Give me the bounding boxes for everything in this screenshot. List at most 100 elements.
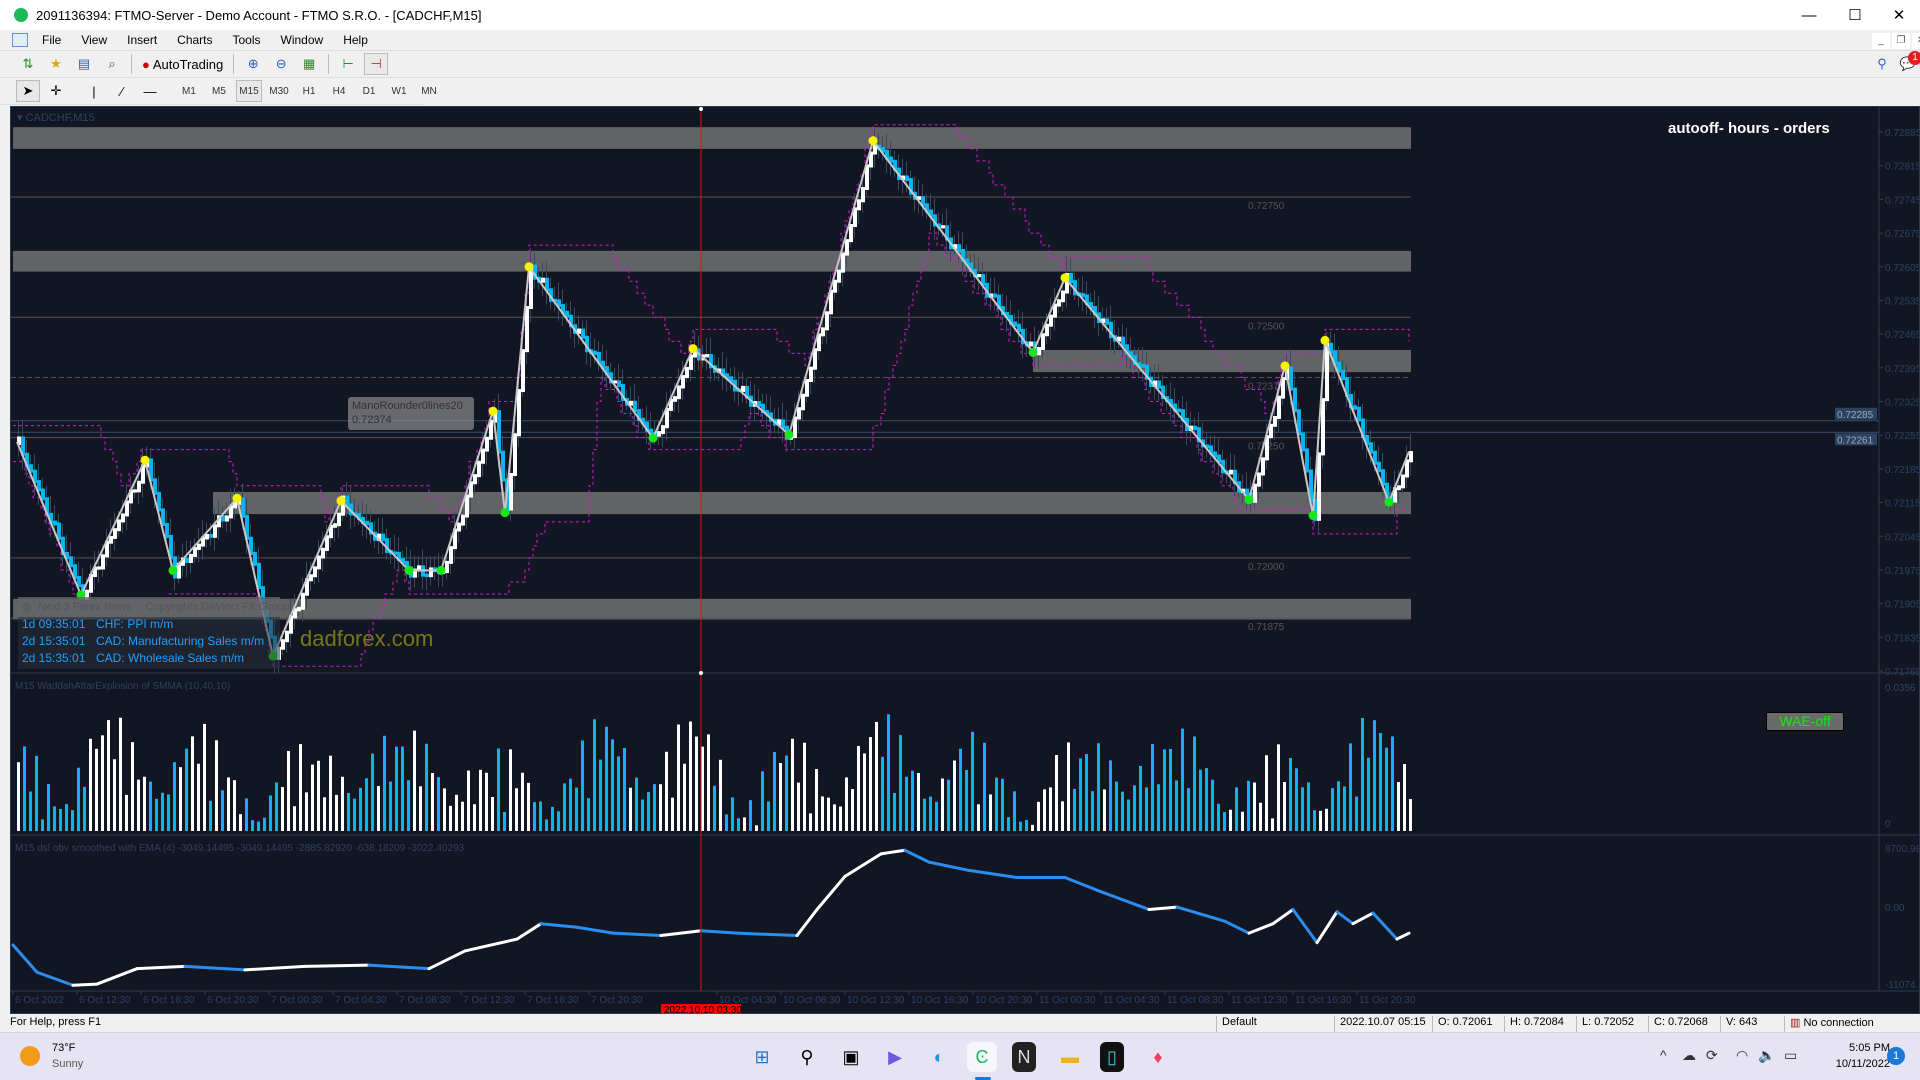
horizontal-line-icon[interactable]: — [143,83,157,99]
timeframe-m1[interactable]: M1 [182,85,196,97]
candle [645,421,649,432]
connection-status[interactable]: ▥ No connection [1784,1016,1920,1032]
menu-help[interactable]: Help [343,33,368,47]
tray-overflow-icon[interactable]: ^ [1660,1047,1667,1063]
maximize-button[interactable]: ☐ [1848,7,1862,24]
trendline-icon[interactable]: ⁄ [120,83,124,99]
timeframe-w1[interactable]: W1 [391,85,407,97]
timeframe-d1[interactable]: D1 [362,85,376,97]
search-icon[interactable]: ⚲ [1877,56,1887,71]
wae-bar [959,748,962,831]
zoom-out-icon[interactable]: ⊖ [275,56,287,71]
wae-toggle-button[interactable]: WAE-off [1766,712,1844,731]
navigator-icon[interactable]: ▤ [77,56,91,71]
chart-canvas[interactable]: 0.727500.725000.723750.722500.720000.718… [11,107,1920,1015]
candle [97,566,101,570]
divider [131,54,132,74]
time-axis-label: 7 Oct 12:30 [463,995,515,1006]
candle [725,373,729,380]
timeframe-m15[interactable]: M15 [236,80,262,102]
search-taskbar-icon[interactable]: ⚲ [800,1046,814,1067]
wifi-icon[interactable]: ◠ [1736,1047,1749,1063]
new-order-icon[interactable]: ⇅ [22,56,34,71]
timeframe-h1[interactable]: H1 [302,85,316,97]
close-button[interactable]: ✕ [1892,7,1906,24]
wae-bar [191,736,194,831]
edge-browser-icon[interactable]: ◐ [933,1046,945,1067]
profile-status[interactable]: Default [1216,1016,1334,1032]
clock-date[interactable]: 10/11/2022 [1835,1058,1890,1070]
divider [328,54,330,74]
menu-insert[interactable]: Insert [127,33,158,47]
candle [501,450,505,482]
tinder-icon[interactable]: ♦ [1153,1046,1163,1067]
autotrading-button[interactable]: ● AutoTrading [139,53,226,75]
volume-icon[interactable]: 🔈 [1758,1047,1776,1063]
autoscroll-icon[interactable]: ⊣ [364,53,389,75]
battery-icon[interactable]: ▭ [1784,1047,1798,1063]
menu-tools[interactable]: Tools [232,33,261,47]
tile-windows-icon[interactable]: ▦ [303,56,316,71]
strategy-tester-icon[interactable]: ⌕ [108,56,116,71]
weather-sun-icon[interactable] [20,1046,40,1066]
obv-line-segment [843,852,883,878]
timeframe-m5[interactable]: M5 [212,85,226,97]
candle [609,372,613,384]
wae-bar [263,817,266,831]
task-view-icon[interactable]: ▣ [842,1046,860,1067]
wae-bar [911,770,914,831]
wae-bar [611,739,614,831]
candle [1041,333,1045,351]
mdi-close-button[interactable]: ✕ [1912,33,1920,49]
chart-shift-icon[interactable]: ⊢ [342,56,354,71]
favorites-icon[interactable]: ★ [50,56,62,71]
teams-chat-icon[interactable]: ▶ [888,1046,902,1067]
candle [685,366,689,379]
menu-charts[interactable]: Charts [177,33,213,47]
notion-icon[interactable]: N [1012,1042,1036,1072]
menu-bar: File View Insert Charts Tools Window Hel… [0,30,1920,51]
wae-bar [791,738,794,831]
crosshair-tool-icon[interactable]: ✛ [50,83,62,98]
weather-condition[interactable]: Sunny [52,1058,84,1070]
file-explorer-icon[interactable]: ▬ [1061,1046,1079,1067]
chart-window-icon[interactable] [12,33,28,47]
start-button-icon[interactable]: ⊞ [754,1046,770,1067]
wae-bar [701,746,704,831]
candle [777,419,781,426]
menu-window[interactable]: Window [280,33,324,47]
clock-time[interactable]: 5:05 PM [1849,1042,1890,1054]
notification-center-badge[interactable]: 1 [1887,1047,1905,1065]
sync-icon[interactable]: ⟳ [1706,1047,1718,1063]
mano-rounder-label: ManoRounder0lines20 0.72374 [348,397,474,430]
chart-window[interactable]: 0.727500.725000.723750.722500.720000.718… [10,106,1920,1015]
candle [917,196,921,200]
wae-bar [443,788,446,831]
timeframe-h4[interactable]: H4 [332,85,346,97]
timeframe-mn[interactable]: MN [421,85,437,97]
menu-view[interactable]: View [81,33,108,47]
mdi-restore-button[interactable]: ❐ [1892,33,1910,49]
messages-icon[interactable]: 💬 1 [1896,51,1920,75]
time-axis-label: 10 Oct 08:30 [783,995,841,1006]
candle [253,551,257,566]
app-icon[interactable]: ▯ [1100,1042,1124,1072]
candle [861,186,865,203]
timeframe-m30[interactable]: M30 [269,85,289,97]
vertical-line-icon[interactable]: | [92,83,96,99]
weather-temp[interactable]: 73°F [52,1042,76,1054]
metatrader-taskbar-icon[interactable]: Ͼ [967,1042,997,1072]
mdi-minimize-button[interactable]: _ [1872,33,1890,49]
wae-bar [29,791,32,831]
cursor-tool-icon[interactable]: ➤ [16,80,40,102]
onedrive-icon[interactable]: ☁ [1682,1047,1696,1063]
minimize-button[interactable]: — [1801,6,1817,24]
candle [185,557,189,563]
wae-bar [629,787,632,831]
zoom-in-icon[interactable]: ⊕ [247,56,259,71]
wae-bar [893,793,896,831]
wae-bar [407,780,410,831]
candle [769,412,773,422]
menu-file[interactable]: File [42,33,62,47]
candle [445,560,449,574]
